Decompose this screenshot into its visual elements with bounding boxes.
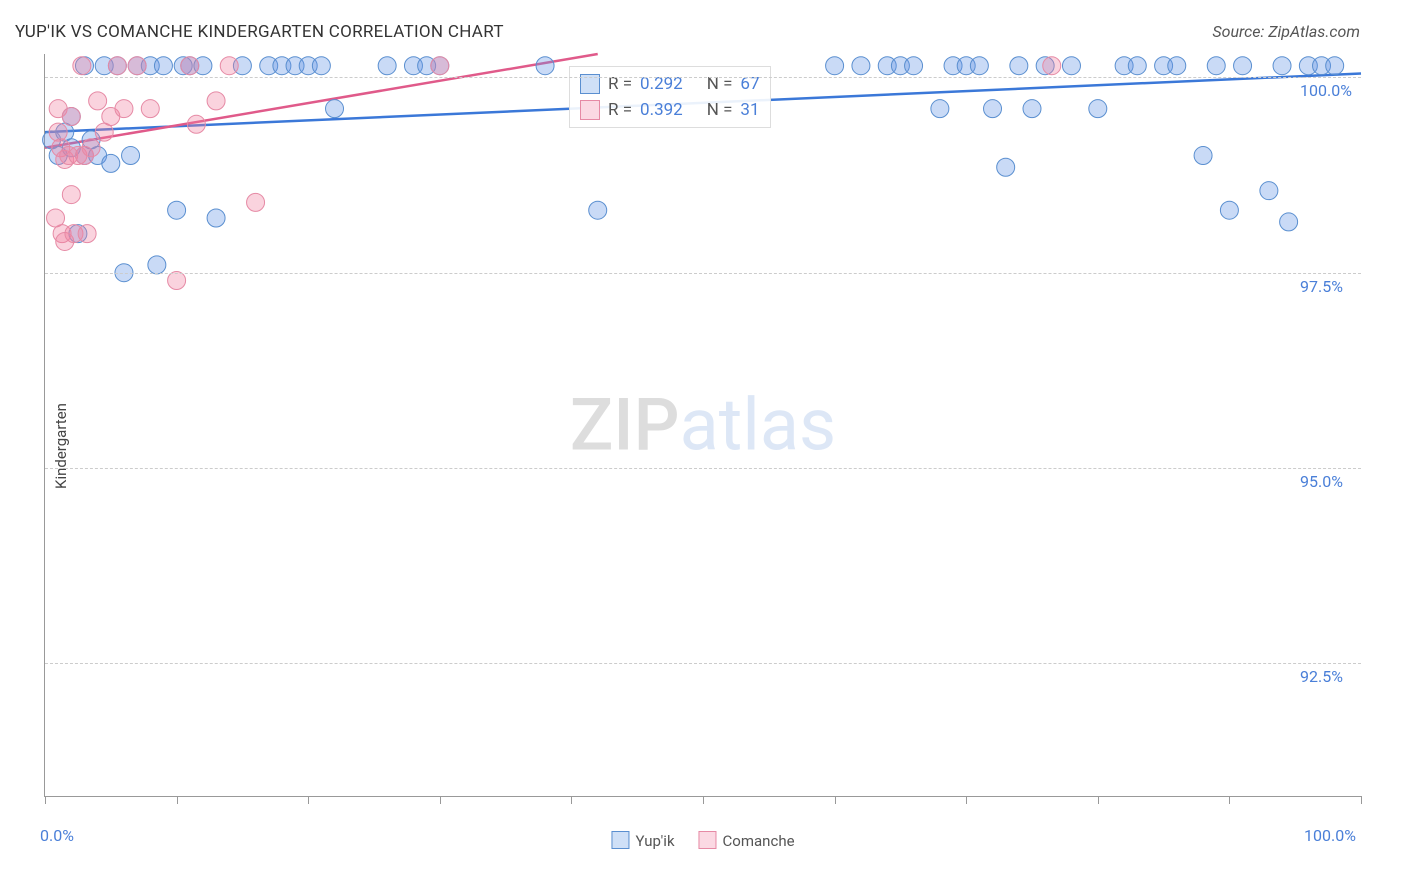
scatter-point	[931, 100, 949, 118]
scatter-point	[1234, 57, 1252, 75]
x-tick	[835, 796, 836, 804]
x-tick-label: 100.0%	[1304, 826, 1356, 845]
scatter-point	[1194, 147, 1212, 165]
scatter-point	[1273, 57, 1291, 75]
scatter-point	[826, 57, 844, 75]
y-tick-label: 95.0%	[1300, 472, 1343, 491]
legend-label: Comanche	[723, 832, 795, 850]
scatter-point	[122, 147, 140, 165]
gridline	[45, 468, 1361, 469]
scatter-point	[207, 92, 225, 110]
scatter-point	[108, 57, 126, 75]
scatter-point	[168, 272, 186, 290]
scatter-point	[378, 57, 396, 75]
scatter-point	[187, 115, 205, 133]
scatter-point	[207, 209, 225, 227]
gridline	[45, 663, 1361, 664]
scatter-point	[1089, 100, 1107, 118]
stats-legend: R = 0.292 N = 67 R = 0.392 N = 31	[569, 66, 771, 128]
plot-area: ZIPatlas R = 0.292 N = 67 R = 0.392 N = …	[44, 54, 1361, 797]
scatter-point	[181, 57, 199, 75]
y-tick-label: 97.5%	[1300, 277, 1343, 296]
y-tick-label: 100.0%	[1300, 81, 1352, 100]
legend-swatch	[699, 831, 717, 849]
scatter-point	[247, 193, 265, 211]
source-text: Source: ZipAtlas.com	[1212, 22, 1360, 41]
chart-title: YUP'IK VS COMANCHE KINDERGARTEN CORRELAT…	[15, 22, 504, 42]
scatter-point	[1260, 182, 1278, 200]
scatter-point	[1128, 57, 1146, 75]
stats-row: R = 0.292 N = 67	[580, 71, 760, 97]
scatter-point	[220, 57, 238, 75]
scatter-point	[905, 57, 923, 75]
scatter-point	[1326, 57, 1344, 75]
scatter-point	[1010, 57, 1028, 75]
scatter-point	[82, 139, 100, 157]
scatter-point	[1168, 57, 1186, 75]
scatter-point	[89, 92, 107, 110]
gridline	[45, 77, 1361, 78]
scatter-point	[62, 107, 80, 125]
stats-n-label: N =	[707, 97, 733, 123]
scatter-point	[970, 57, 988, 75]
scatter-point	[431, 57, 449, 75]
x-tick	[45, 796, 46, 804]
x-tick	[440, 796, 441, 804]
x-tick	[571, 796, 572, 804]
scatter-point	[852, 57, 870, 75]
scatter-point	[148, 256, 166, 274]
scatter-point	[128, 57, 146, 75]
stats-n-label: N =	[707, 71, 733, 97]
chart-container: YUP'IK VS COMANCHE KINDERGARTEN CORRELAT…	[0, 0, 1406, 892]
scatter-point	[1280, 213, 1298, 231]
legend: Yup'ik Comanche	[611, 831, 794, 850]
legend-item: Yup'ik	[611, 831, 674, 850]
stats-n-value: 67	[740, 71, 759, 97]
x-tick	[1098, 796, 1099, 804]
x-tick	[177, 796, 178, 804]
scatter-point	[73, 57, 91, 75]
legend-item: Comanche	[699, 831, 795, 850]
gridline	[45, 273, 1361, 274]
scatter-point	[536, 57, 554, 75]
stats-r-value: 0.392	[640, 97, 683, 123]
scatter-point	[168, 201, 186, 219]
stats-n-value: 31	[740, 97, 759, 123]
scatter-point	[589, 201, 607, 219]
stats-r-label: R =	[608, 97, 632, 123]
scatter-point	[1062, 57, 1080, 75]
scatter-point	[1043, 57, 1061, 75]
scatter-point	[997, 158, 1015, 176]
legend-swatch	[611, 831, 629, 849]
scatter-point	[62, 186, 80, 204]
x-tick-label: 0.0%	[40, 826, 74, 845]
scatter-point	[312, 57, 330, 75]
legend-label: Yup'ik	[635, 832, 674, 850]
y-tick-label: 92.5%	[1300, 667, 1343, 686]
scatter-point	[1023, 100, 1041, 118]
scatter-point	[326, 100, 344, 118]
x-tick	[703, 796, 704, 804]
stats-swatch	[580, 100, 600, 120]
scatter-point	[49, 123, 67, 141]
x-tick	[1361, 796, 1362, 804]
x-tick	[966, 796, 967, 804]
stats-r-value: 0.292	[640, 71, 683, 97]
scatter-point	[984, 100, 1002, 118]
scatter-point	[1220, 201, 1238, 219]
scatter-point	[141, 100, 159, 118]
scatter-points	[45, 54, 1361, 796]
x-tick	[308, 796, 309, 804]
stats-row: R = 0.392 N = 31	[580, 97, 760, 123]
stats-r-label: R =	[608, 71, 632, 97]
scatter-point	[1207, 57, 1225, 75]
scatter-point	[115, 100, 133, 118]
scatter-point	[78, 225, 96, 243]
scatter-point	[154, 57, 172, 75]
x-tick	[1229, 796, 1230, 804]
scatter-point	[102, 154, 120, 172]
